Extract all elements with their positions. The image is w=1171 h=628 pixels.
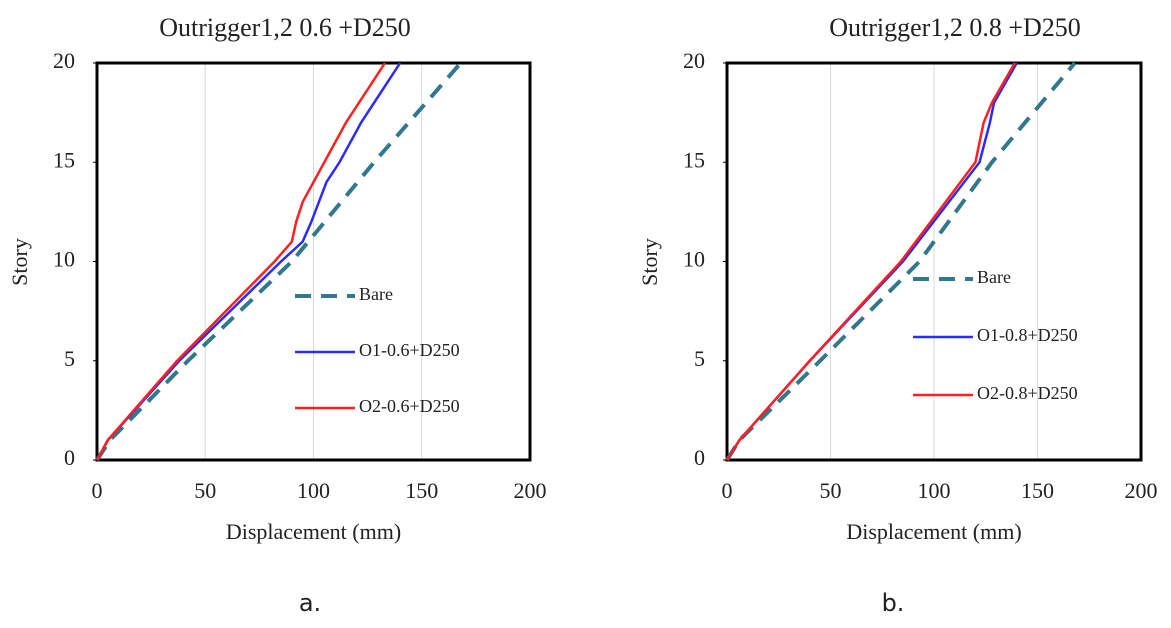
legend-label: O1-0.6+D250 [359, 340, 460, 360]
x-tick-label: 150 [405, 478, 438, 503]
x-tick-label: 200 [1125, 478, 1158, 503]
y-axis-label: Story [7, 238, 32, 286]
plot-frame [725, 61, 1143, 462]
x-tick-label: 50 [820, 478, 842, 503]
y-tick-label: 5 [64, 346, 75, 371]
x-tick-label: 100 [297, 478, 330, 503]
legend-label: O1-0.8+D250 [977, 325, 1078, 345]
y-tick-label: 20 [53, 48, 75, 73]
y-tick-label: 5 [694, 346, 705, 371]
series-line [725, 62, 1018, 461]
series-line [95, 62, 386, 461]
x-tick-label: 50 [194, 478, 216, 503]
y-tick-label: 15 [683, 147, 705, 172]
x-axis-label: Displacement (mm) [226, 519, 401, 544]
plot-frame [95, 61, 532, 462]
y-tick-label: 0 [694, 445, 705, 470]
x-axis-label: Displacement (mm) [846, 519, 1021, 544]
x-tick-label: 0 [722, 478, 733, 503]
y-tick-label: 20 [683, 48, 705, 73]
x-tick-label: 100 [918, 478, 951, 503]
x-tick-label: 150 [1021, 478, 1054, 503]
series-line [95, 61, 463, 462]
y-tick-label: 15 [53, 147, 75, 172]
y-tick-label: 10 [53, 247, 75, 272]
caption: b. [882, 589, 905, 617]
chart-title: Outrigger1,2 0.6 +D250 [159, 13, 411, 42]
y-axis-label: Story [637, 238, 662, 286]
series-line [725, 61, 1077, 462]
y-tick-label: 0 [64, 445, 75, 470]
series-line [725, 62, 1016, 461]
legend-label: O2-0.8+D250 [977, 383, 1078, 403]
x-tick-label: 200 [514, 478, 547, 503]
x-tick-label: 0 [92, 478, 103, 503]
legend-label: O2-0.6+D250 [359, 396, 460, 416]
chart-title: Outrigger1,2 0.8 +D250 [829, 13, 1081, 42]
legend-label: Bare [977, 267, 1011, 287]
caption: a. [299, 589, 321, 617]
y-tick-label: 10 [683, 247, 705, 272]
legend-label: Bare [359, 284, 393, 304]
